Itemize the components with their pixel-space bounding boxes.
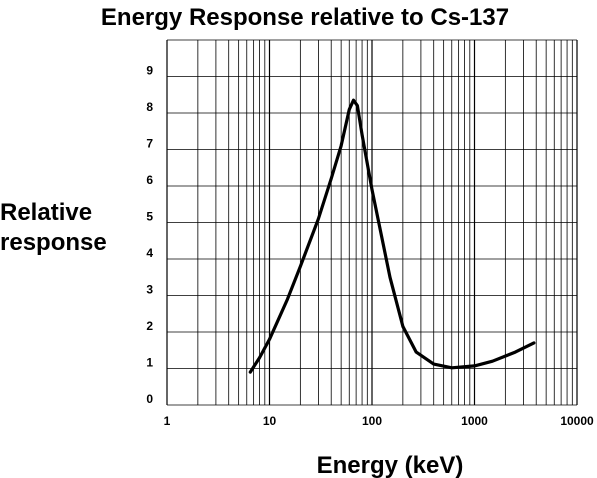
grid — [166, 39, 578, 406]
series-line — [248, 98, 536, 374]
y-tick-label: 2 — [146, 319, 153, 333]
y-tick-label: 7 — [146, 137, 153, 151]
x-tick-label: 10000 — [560, 414, 594, 428]
x-tick-label: 10 — [263, 414, 277, 428]
x-tick-label: 100 — [362, 414, 382, 428]
y-tick-label: 8 — [146, 100, 153, 114]
x-tick-label: 1000 — [461, 414, 488, 428]
y-axis-label-line1: Relative — [0, 199, 92, 226]
y-tick-label: 5 — [146, 210, 153, 224]
y-tick-label: 1 — [146, 356, 153, 370]
chart-title: Energy Response relative to Cs-137 — [101, 4, 509, 31]
y-tick-label: 4 — [146, 246, 153, 260]
y-tick-label: 6 — [146, 173, 153, 187]
x-axis-label: Energy (keV) — [317, 452, 464, 478]
y-tick-label: 0 — [146, 392, 153, 406]
x-tick-label: 1 — [164, 414, 171, 428]
y-axis-label-line2: response — [0, 229, 107, 256]
y-tick-label: 3 — [146, 283, 153, 297]
series-layer — [248, 98, 536, 374]
y-tick-label: 9 — [146, 64, 153, 78]
